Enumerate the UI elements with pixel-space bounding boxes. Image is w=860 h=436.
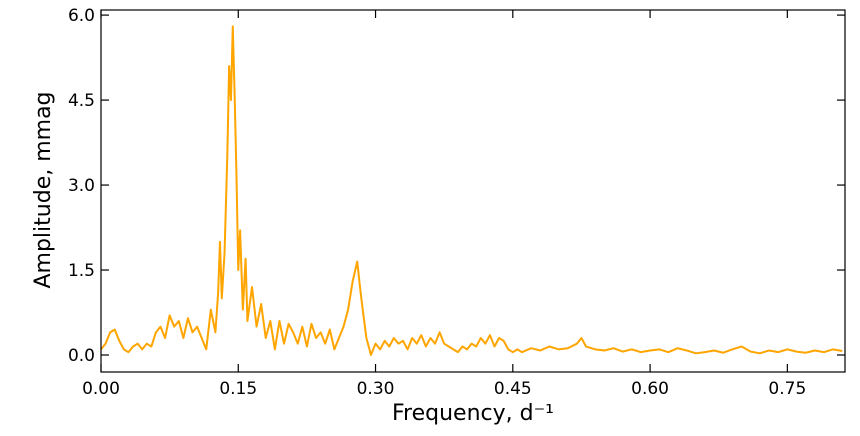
y-tick-label: 0.0 [68,346,95,366]
y-tick-label: 3.0 [68,176,95,196]
x-tick-label: 0.00 [82,379,120,399]
x-tick-label: 0.30 [357,379,395,399]
y-axis-label: Amplitude, mmag [31,91,56,288]
plot-frame [100,9,846,373]
spectrum-line [100,25,843,356]
x-axis-label: Frequency, d⁻¹ [392,401,554,426]
x-tick-label: 0.75 [768,379,806,399]
y-tick-label: 1.5 [68,261,95,281]
x-tick-label: 0.45 [494,379,532,399]
x-tick-label: 0.15 [219,379,257,399]
y-tick-label: 6.0 [68,6,95,26]
y-tick-label: 4.5 [68,91,95,111]
x-tick-label: 0.60 [631,379,669,399]
